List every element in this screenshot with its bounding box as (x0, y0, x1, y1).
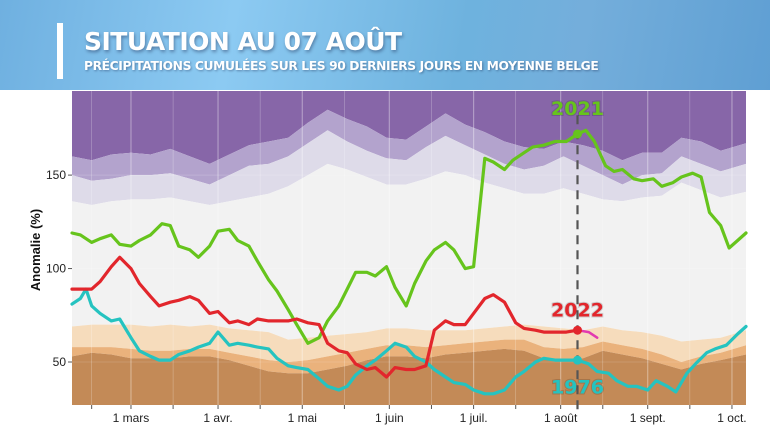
series-line-1976 (70, 287, 748, 396)
x-tick-label: 1 juin (375, 411, 404, 425)
x-tick-label: 1 sept. (630, 411, 666, 425)
axes: Anomalie (%) 1 mars 1 avr. 1 mai 1 juin 1 ju… (28, 168, 747, 425)
x-tick-label: 1 juil. (460, 411, 488, 425)
page-subtitle: PRÉCIPITATIONS CUMULÉES SUR LES 90 DERNI… (84, 59, 599, 73)
x-tick-label: 1 oct. (717, 411, 746, 425)
series-labels: 2021 1976 2022 (550, 97, 605, 399)
y-axis-title: Anomalie (%) (28, 209, 43, 291)
header-accent-bar (57, 23, 63, 79)
band-moderately-wet (72, 130, 746, 205)
page-title: SITUATION AU 07 AOÛT (84, 27, 402, 56)
gridlines (72, 91, 746, 405)
x-tick-label: 1 août (544, 411, 578, 425)
y-tick-label: 100 (46, 262, 66, 276)
series-markers (573, 129, 582, 365)
x-tick-label: 1 avr. (203, 411, 232, 425)
series-line-2021 (70, 128, 748, 345)
header-banner: SITUATION AU 07 AOÛT PRÉCIPITATIONS CUMU… (0, 0, 770, 90)
series-line-2022 (70, 255, 580, 379)
y-tick-label: 150 (46, 168, 66, 182)
series-label-2021: 2021 (551, 98, 604, 120)
series-label-2022: 2022 (551, 300, 604, 322)
series-marker-1976 (573, 355, 582, 365)
x-tick-label: 1 mai (288, 411, 317, 425)
band-very-wet (72, 91, 746, 164)
y-tick-label: 50 (53, 355, 67, 369)
band-wet (72, 109, 746, 185)
series-marker-2021 (573, 129, 582, 139)
series-marker-2022 (573, 325, 582, 335)
series-label-1976: 1976 (551, 376, 604, 398)
x-tick-label: 1 mars (113, 411, 150, 425)
